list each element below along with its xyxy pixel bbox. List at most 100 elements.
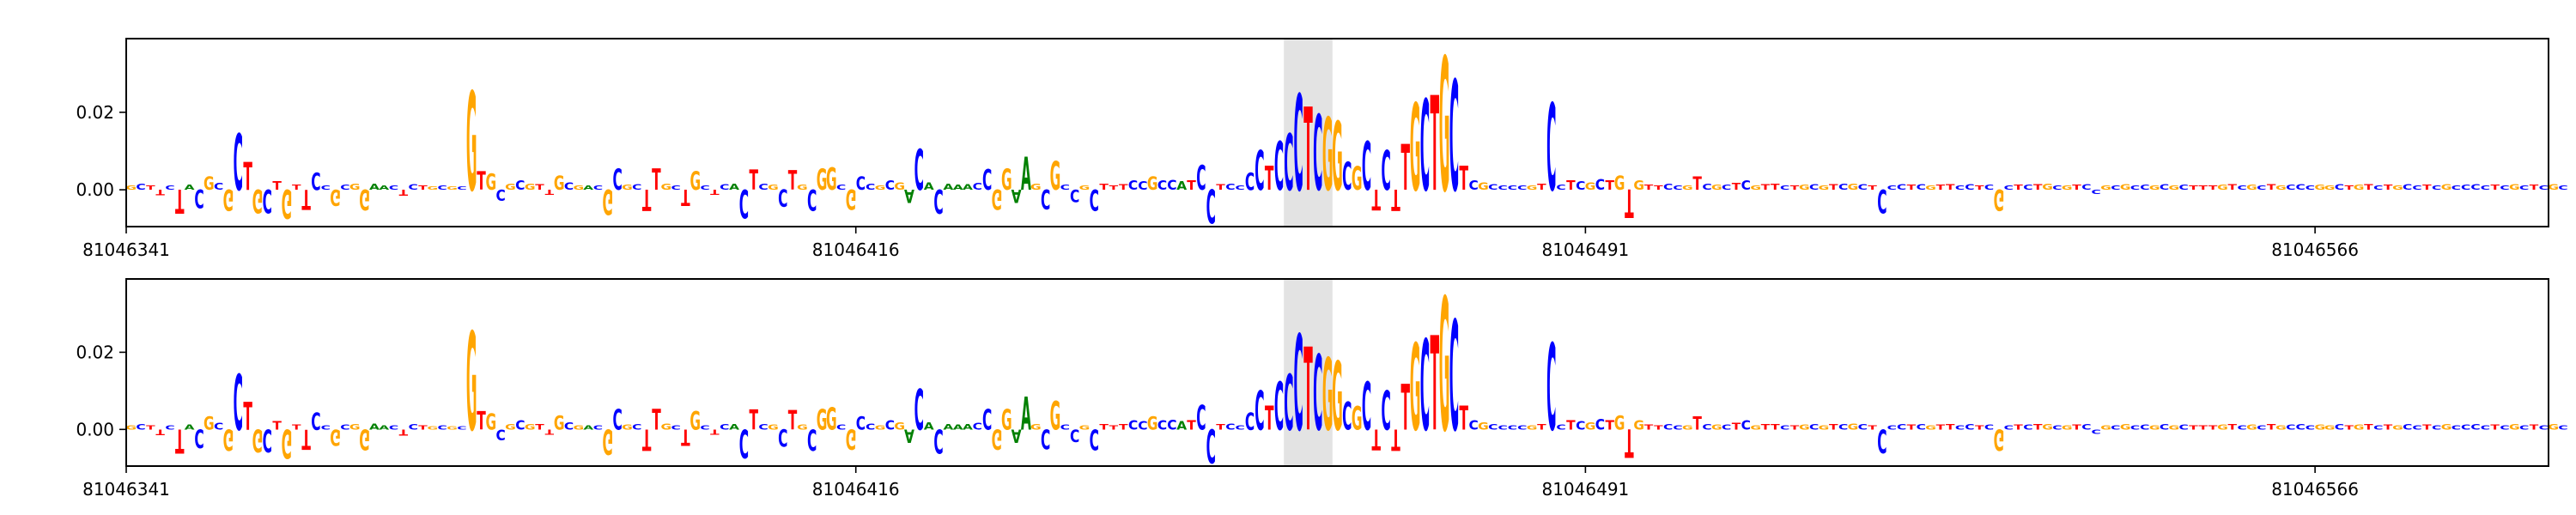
logo-letter: T [1625, 419, 1634, 465]
logo-letter: C [1780, 184, 1789, 191]
logo-letter: G [505, 422, 516, 432]
logo-letter: G [486, 409, 497, 435]
logo-letter: T [1975, 184, 1984, 191]
logo-letter: G [1030, 182, 1042, 191]
logo-letter: C [933, 421, 943, 460]
logo-letter: T [1605, 417, 1614, 433]
logo-letter: T [2364, 183, 2373, 191]
logo-letter: C [1508, 424, 1517, 431]
logo-letter: T [272, 180, 282, 193]
logo-letter: C [1955, 184, 1965, 191]
logo-letter: C [2373, 184, 2383, 191]
logo-letter: G [2149, 424, 2160, 432]
logo-letter: G [826, 161, 837, 197]
logo-letter: T [1692, 174, 1702, 195]
logo-letter: C [515, 178, 525, 193]
logo-letter: C [1060, 423, 1070, 431]
logo-letter: C [1381, 139, 1390, 203]
logo-letter: C [1294, 68, 1303, 221]
logo-letter: C [914, 379, 924, 444]
logo-letter: G [2042, 422, 2053, 432]
logo-letter: T [1460, 160, 1469, 198]
logo-letter: T [1119, 183, 1128, 191]
logo-letter: C [2306, 424, 2315, 432]
logo-letter: T [1303, 85, 1313, 218]
logo-letter: G [2324, 184, 2336, 191]
logo-letter: T [1537, 422, 1546, 432]
logo-letter: G [1682, 184, 1693, 191]
logo-letter: T [652, 165, 661, 198]
logo-letter: T [1936, 423, 1946, 431]
logo-letter: T [1790, 184, 1800, 191]
logo-letter: T [1566, 417, 1576, 433]
logo-letter: T [418, 184, 428, 191]
logo-letter: C [671, 424, 680, 432]
logo-letter: C [1722, 184, 1731, 191]
logo-letter: G [359, 421, 370, 454]
logo-letter: G [2314, 423, 2325, 431]
logo-letter: T [292, 184, 301, 191]
logo-letter: G [1711, 423, 1722, 431]
logo-letter: G [1799, 184, 1810, 191]
logo-letter: G [223, 182, 234, 216]
logo-letter: T [2189, 185, 2199, 191]
logo-letter: C [1556, 423, 1565, 431]
logo-letter: T [2189, 424, 2199, 431]
logo-letter: C [1420, 76, 1430, 221]
logo-letter: C [321, 184, 331, 191]
logo-letter: A [943, 182, 953, 191]
logo-letter: T [1109, 184, 1119, 191]
logo-letter: C [1546, 321, 1556, 458]
logo-letter: G [1079, 424, 1091, 432]
logo-letter: T [2530, 184, 2539, 191]
logo-letter: C [2237, 424, 2246, 432]
logo-letter: G [2354, 184, 2365, 191]
logo-letter: A [1021, 149, 1031, 202]
logo-letter: T [292, 423, 301, 431]
logo-letter: G [1819, 184, 1830, 191]
logo-letter: C [1897, 422, 1906, 431]
logo-letter: T [1907, 184, 1917, 191]
logo-letter: C [2500, 424, 2509, 432]
logo-letter: C [2470, 422, 2480, 431]
logo-letter: G [1352, 399, 1363, 437]
logo-letter: C [2178, 184, 2188, 191]
logo-letter: C [632, 183, 641, 191]
logo-letter: T [1109, 424, 1119, 432]
logo-letter: C [311, 168, 320, 196]
logo-letter: C [612, 404, 622, 437]
logo-letter: C [1041, 423, 1050, 455]
logo-letter: T [1460, 399, 1469, 438]
logo-letter: C [1517, 184, 1527, 191]
logo-letter: T [2208, 184, 2218, 191]
logo-letter: G [428, 185, 439, 191]
logo-letter: G [846, 423, 857, 455]
logo-letter: C [807, 182, 817, 216]
logo-letter: C [389, 424, 398, 432]
logo-letter: C [1449, 290, 1459, 465]
logo-letter: T [2267, 422, 2276, 431]
logo-letter: A [379, 424, 390, 431]
logo-letter: C [2023, 423, 2032, 431]
logo-letter: C [1070, 425, 1079, 444]
logo-letter: G [428, 425, 439, 431]
logo-letter: T [2530, 423, 2539, 431]
logo-letter: G [1585, 181, 1596, 193]
logo-letter: T [1868, 424, 1877, 432]
logo-letter: G [1079, 184, 1091, 191]
logo-letter: G [1585, 421, 1596, 433]
logo-letter: C [982, 404, 992, 437]
logo-letter: T [1829, 422, 1838, 431]
logo-letter: T [1119, 422, 1128, 431]
plot-frame [125, 278, 2549, 467]
logo-letter: G [447, 185, 458, 191]
logo-letter: C [1965, 183, 1974, 191]
logo-letter: C [496, 186, 506, 203]
logo-letter: G [252, 421, 264, 458]
x-tick-label: 81046416 [812, 239, 900, 260]
logo-letter: G [2217, 184, 2228, 191]
logo-letter: T [1644, 184, 1654, 191]
logo-letter: C [2052, 424, 2062, 432]
logo-letter: T [1936, 184, 1946, 191]
logo-letter: C [2306, 184, 2315, 191]
